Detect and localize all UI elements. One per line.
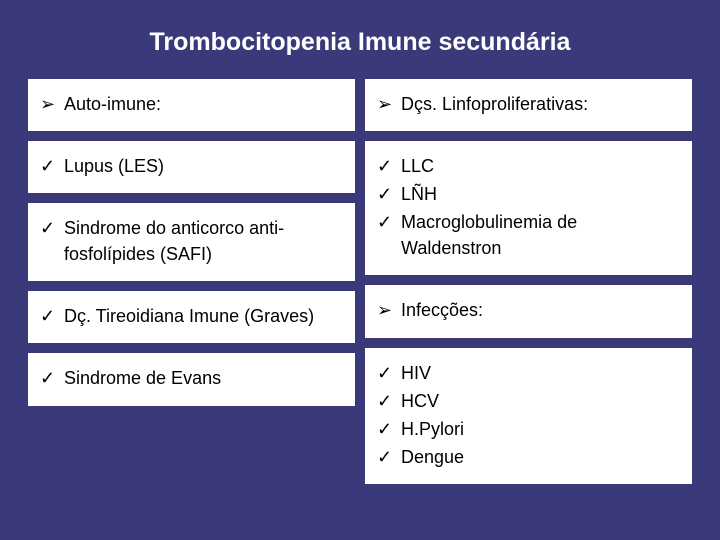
columns: Auto-imune: Lupus (LES) Sindrome do anti… bbox=[28, 79, 692, 484]
list-item: HIV bbox=[377, 360, 680, 386]
list-item: HCV bbox=[377, 388, 680, 414]
check-icon bbox=[377, 360, 393, 386]
left-box-1: Auto-imune: bbox=[28, 79, 355, 131]
left-box-4: Dç. Tireoidiana Imune (Graves) bbox=[28, 291, 355, 343]
list-item: Infecções: bbox=[377, 297, 680, 323]
list-item: Auto-imune: bbox=[40, 91, 343, 117]
check-icon bbox=[377, 209, 393, 235]
check-icon bbox=[377, 153, 393, 179]
list-item: LÑH bbox=[377, 181, 680, 207]
item-text: Lupus (LES) bbox=[64, 153, 343, 179]
right-box-4: HIV HCV H.Pylori Dengue bbox=[365, 348, 692, 484]
check-icon bbox=[377, 444, 393, 470]
item-text: Auto-imune: bbox=[64, 91, 343, 117]
list-item: Dengue bbox=[377, 444, 680, 470]
list-item: Sindrome do anticorco anti-fosfolípides … bbox=[40, 215, 343, 267]
list-item: H.Pylori bbox=[377, 416, 680, 442]
item-text: Sindrome do anticorco anti-fosfolípides … bbox=[64, 215, 343, 267]
item-text: H.Pylori bbox=[401, 416, 680, 442]
arrow-icon bbox=[377, 91, 393, 117]
list-item: Macroglobulinemia de Waldenstron bbox=[377, 209, 680, 261]
item-text: HIV bbox=[401, 360, 680, 386]
right-box-3: Infecções: bbox=[365, 285, 692, 337]
check-icon bbox=[377, 416, 393, 442]
check-icon bbox=[40, 153, 56, 179]
left-box-3: Sindrome do anticorco anti-fosfolípides … bbox=[28, 203, 355, 281]
item-text: Infecções: bbox=[401, 297, 680, 323]
list-item: Dçs. Linfoproliferativas: bbox=[377, 91, 680, 117]
arrow-icon bbox=[377, 297, 393, 323]
list-item: LLC bbox=[377, 153, 680, 179]
left-column: Auto-imune: Lupus (LES) Sindrome do anti… bbox=[28, 79, 355, 484]
item-text: Dçs. Linfoproliferativas: bbox=[401, 91, 680, 117]
left-box-2: Lupus (LES) bbox=[28, 141, 355, 193]
right-box-2: LLC LÑH Macroglobulinemia de Waldenstron bbox=[365, 141, 692, 275]
right-box-1: Dçs. Linfoproliferativas: bbox=[365, 79, 692, 131]
list-item: Sindrome de Evans bbox=[40, 365, 343, 391]
item-text: Dç. Tireoidiana Imune (Graves) bbox=[64, 303, 343, 329]
check-icon bbox=[40, 303, 56, 329]
left-box-5: Sindrome de Evans bbox=[28, 353, 355, 405]
check-icon bbox=[377, 388, 393, 414]
check-icon bbox=[377, 181, 393, 207]
slide-title: Trombocitopenia Imune secundária bbox=[28, 28, 692, 57]
right-column: Dçs. Linfoproliferativas: LLC LÑH Macrog… bbox=[365, 79, 692, 484]
check-icon bbox=[40, 365, 56, 391]
item-text: HCV bbox=[401, 388, 680, 414]
item-text: Dengue bbox=[401, 444, 680, 470]
list-item: Lupus (LES) bbox=[40, 153, 343, 179]
check-icon bbox=[40, 215, 56, 241]
item-text: LÑH bbox=[401, 181, 680, 207]
item-text: LLC bbox=[401, 153, 680, 179]
item-text: Sindrome de Evans bbox=[64, 365, 343, 391]
slide: Trombocitopenia Imune secundária Auto-im… bbox=[0, 0, 720, 540]
item-text: Macroglobulinemia de Waldenstron bbox=[401, 209, 680, 261]
arrow-icon bbox=[40, 91, 56, 117]
list-item: Dç. Tireoidiana Imune (Graves) bbox=[40, 303, 343, 329]
